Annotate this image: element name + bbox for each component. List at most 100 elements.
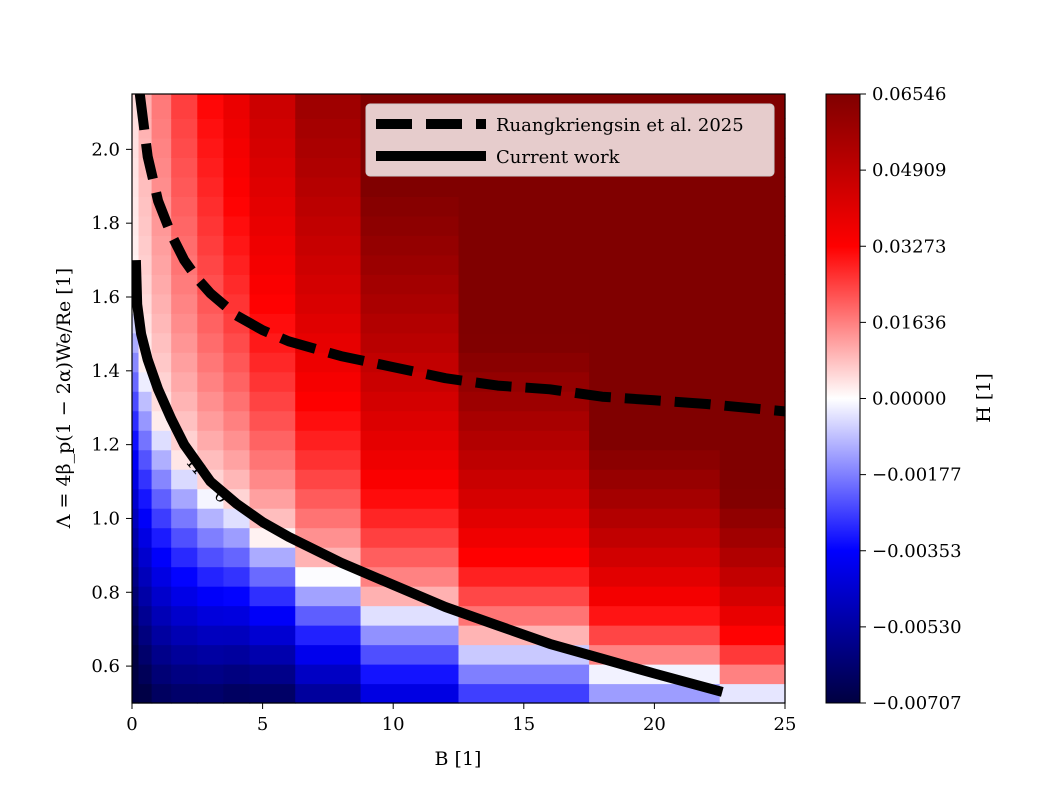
heatmap-cell (295, 137, 362, 158)
heatmap-cell (132, 449, 140, 470)
heatmap-cell (249, 137, 296, 158)
heatmap-cell (719, 235, 786, 256)
heatmap-cell (151, 644, 172, 665)
heatmap-cell (171, 293, 198, 314)
heatmap-cell (249, 488, 296, 509)
heatmap-cell (197, 98, 225, 119)
heatmap-cell (151, 469, 172, 490)
heatmap-cell (458, 469, 590, 490)
heatmap-cell (295, 293, 362, 314)
colorbar-label: H [1] (973, 373, 995, 423)
heatmap-cell (132, 410, 140, 431)
y-tick-label: 0.6 (91, 656, 120, 677)
heatmap-cell (249, 293, 296, 314)
heatmap-cell (719, 547, 786, 568)
heatmap-cell (458, 683, 590, 704)
heatmap-cell (223, 410, 251, 431)
heatmap-cell (458, 527, 590, 548)
heatmap-cell (138, 391, 153, 412)
heatmap-cell (295, 430, 362, 451)
heatmap-cell (171, 566, 198, 587)
heatmap-cell (138, 215, 153, 236)
heatmap-cell (197, 664, 225, 685)
y-tick-label: 0.8 (91, 582, 120, 603)
heatmap-cell (151, 352, 172, 373)
heatmap-cell (132, 157, 140, 178)
heatmap-cell (589, 508, 721, 529)
heatmap-cell (171, 664, 198, 685)
heatmap-cell (458, 449, 590, 470)
colorbar-tick-label: 0.04909 (872, 160, 946, 181)
heatmap-cell (295, 98, 362, 119)
heatmap-cell (458, 176, 590, 197)
heatmap-cell (138, 274, 153, 295)
heatmap-cell (197, 625, 225, 646)
heatmap-cell (132, 664, 140, 685)
heatmap-cell (197, 527, 225, 548)
heatmap-cell (151, 586, 172, 607)
heatmap-cell (197, 137, 225, 158)
heatmap-cell (132, 391, 140, 412)
heatmap-cell (132, 332, 140, 353)
heatmap-cell (249, 157, 296, 178)
heatmap-cell (589, 605, 721, 626)
heatmap-cell (719, 352, 786, 373)
heatmap-cell (197, 254, 225, 275)
heatmap-cell (151, 293, 172, 314)
y-tick-label: 1.6 (91, 287, 120, 308)
heatmap-cell (249, 176, 296, 197)
heatmap-cell (197, 410, 225, 431)
heatmap-cell (223, 215, 251, 236)
heatmap-cell (589, 566, 721, 587)
heatmap-cell (249, 644, 296, 665)
heatmap-cell (223, 371, 251, 392)
heatmap-cell (458, 410, 590, 431)
heatmap-cell (223, 566, 251, 587)
heatmap-cell (719, 605, 786, 626)
heatmap-cell (360, 430, 460, 451)
heatmap-cell (719, 508, 786, 529)
heatmap-cell (249, 547, 296, 568)
heatmap-cell (360, 527, 460, 548)
heatmap-cell (171, 352, 198, 373)
heatmap-cell (458, 94, 590, 100)
heatmap-cell (132, 644, 140, 665)
heatmap-cell (132, 215, 140, 236)
heatmap-cell (223, 352, 251, 373)
heatmap-cell (197, 313, 225, 334)
heatmap-cell (171, 371, 198, 392)
heatmap-cell (360, 625, 460, 646)
heatmap-cell (589, 469, 721, 490)
heatmap-cell (197, 176, 225, 197)
heatmap-cell (197, 235, 225, 256)
heatmap-cell (171, 196, 198, 217)
heatmap-cell (295, 488, 362, 509)
y-tick-label: 1.8 (91, 213, 120, 234)
heatmap-cell (151, 235, 172, 256)
heatmap-cell (719, 683, 786, 704)
heatmap-cell (138, 176, 153, 197)
heatmap-cell (719, 566, 786, 587)
heatmap-cell (295, 157, 362, 178)
heatmap-cell (360, 274, 460, 295)
heatmap-cell (295, 410, 362, 431)
heatmap-cell (458, 566, 590, 587)
heatmap-cell (132, 352, 140, 373)
heatmap-cell (223, 469, 251, 490)
heatmap-cell (223, 547, 251, 568)
heatmap-cell (138, 566, 153, 587)
heatmap-cell (458, 352, 590, 373)
x-axis-label: B [1] (435, 748, 482, 770)
heatmap-cell (458, 488, 590, 509)
heatmap-cell (589, 527, 721, 548)
heatmap-cell (223, 586, 251, 607)
heatmap-cell (197, 94, 225, 100)
heatmap-cell (223, 274, 251, 295)
heatmap-cell (719, 196, 786, 217)
heatmap-cell (589, 683, 721, 704)
heatmap-cell (295, 391, 362, 412)
heatmap-cell (295, 508, 362, 529)
heatmap-cell (249, 683, 296, 704)
heatmap-cell (589, 313, 721, 334)
